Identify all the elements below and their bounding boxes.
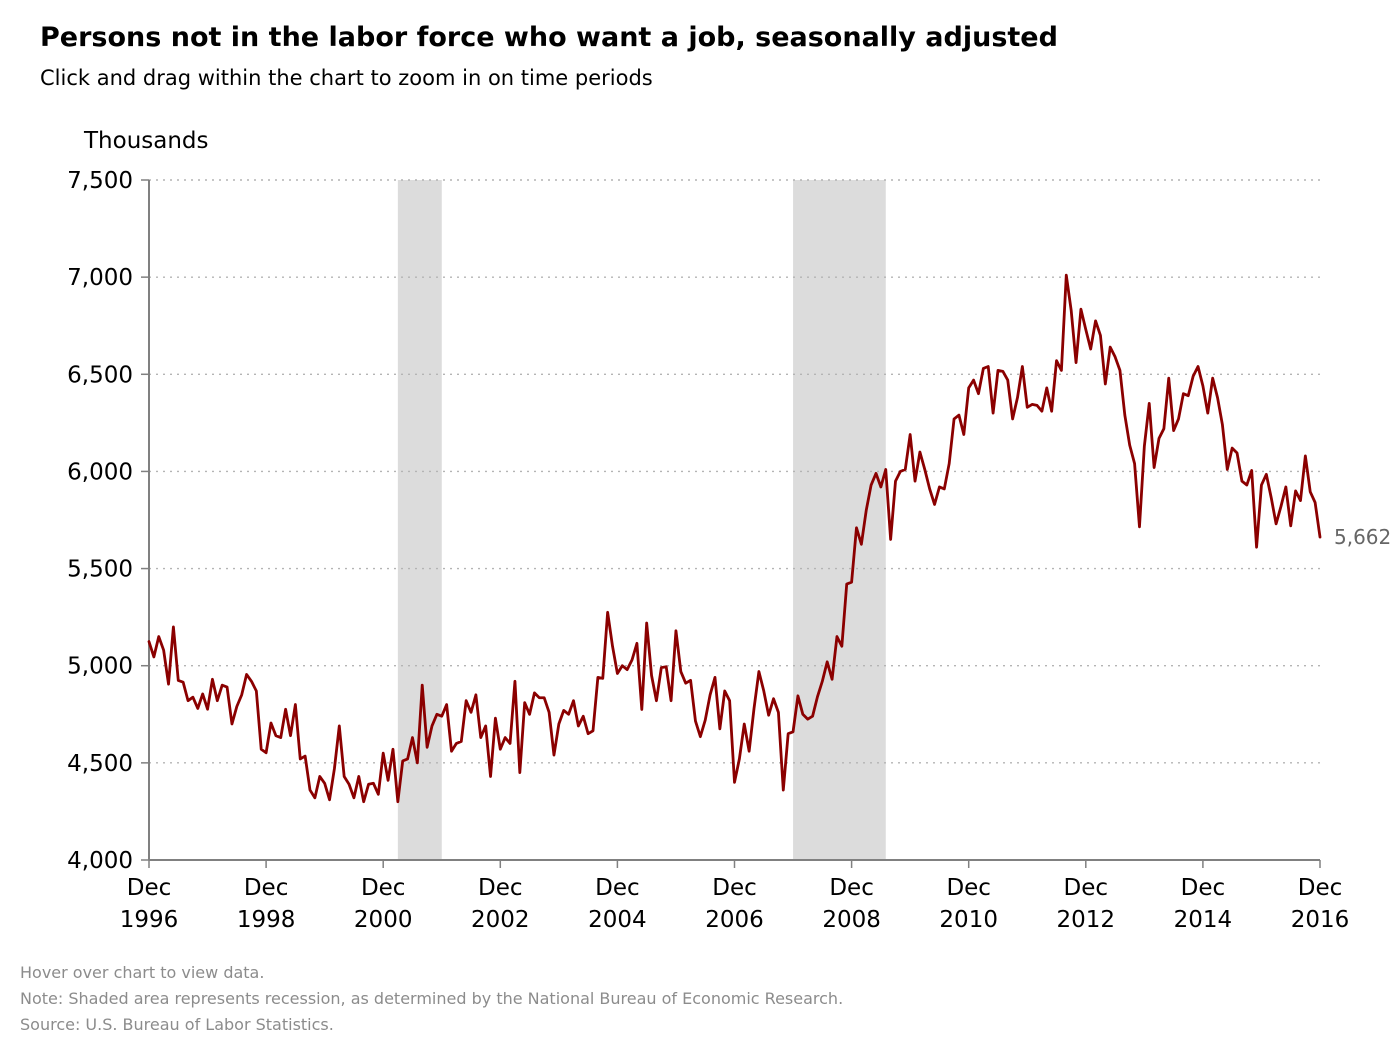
x-tick-label-year: 2016 — [1291, 907, 1350, 933]
x-tick-label-month: Dec — [829, 875, 874, 901]
x-tick-label-year: 2004 — [588, 907, 647, 933]
last-value-label: 5,662 — [1334, 525, 1391, 549]
y-tick-label: 6,500 — [67, 362, 133, 388]
recession-band — [397, 180, 442, 860]
y-tick-label: 5,500 — [67, 557, 133, 583]
chart-subtitle: Click and drag within the chart to zoom … — [40, 66, 653, 90]
y-axis-label: Thousands — [83, 128, 209, 154]
x-tick-label-month: Dec — [361, 875, 406, 901]
x-tick-label-month: Dec — [595, 875, 640, 901]
y-tick-label: 4,000 — [67, 848, 133, 874]
y-tick-label: 4,500 — [67, 751, 133, 777]
x-tick-label-month: Dec — [946, 875, 991, 901]
x-tick-label-year: 1998 — [237, 907, 296, 933]
x-tick-label-month: Dec — [478, 875, 523, 901]
x-tick-label-year: 2000 — [354, 907, 413, 933]
recession-band — [793, 180, 886, 860]
x-tick-label-month: Dec — [1181, 875, 1226, 901]
x-tick-label-year: 2006 — [705, 907, 764, 933]
y-tick-labels: 4,000 4,500 5,000 5,500 6,000 6,500 7,000 7,500 — [67, 168, 133, 874]
gridlines — [141, 179, 1320, 861]
hover-instruction: Hover over chart to view data. — [20, 963, 265, 982]
series-layer[interactable] — [147, 273, 1322, 804]
x-tick-label-year: 2010 — [939, 907, 998, 933]
recession-shading-layer — [397, 180, 886, 860]
x-tick-label-year: 2008 — [822, 907, 881, 933]
x-tick-label-month: Dec — [244, 875, 289, 901]
recession-note: Note: Shaded area represents recession, … — [20, 989, 844, 1008]
x-tick-label-month: Dec — [1064, 875, 1109, 901]
x-tick-label-year: 2014 — [1174, 907, 1233, 933]
x-tick-label-month: Dec — [712, 875, 757, 901]
y-tick-label: 6,000 — [67, 459, 133, 485]
x-tick-label-month: Dec — [1298, 875, 1343, 901]
y-tick-label: 5,000 — [67, 654, 133, 680]
line-chart[interactable]: 4,000 4,500 5,000 5,500 6,000 6,500 7,000 7,500… — [0, 0, 1400, 950]
x-tick-label-month: Dec — [127, 875, 172, 901]
axes — [148, 180, 1321, 868]
x-tick-label-year: 2002 — [471, 907, 530, 933]
chart-title: Persons not in the labor force who want … — [40, 22, 1058, 53]
source-note: Source: U.S. Bureau of Labor Statistics. — [20, 1015, 334, 1034]
y-tick-label: 7,500 — [67, 168, 133, 194]
x-tick-label-year: 1996 — [120, 907, 179, 933]
series-line[interactable] — [147, 273, 1322, 804]
x-tick-label-year: 2012 — [1057, 907, 1116, 933]
x-tick-labels: Dec 1996 Dec 1998 Dec 2000 Dec 2002 Dec 2004 Dec 20… — [120, 875, 1350, 933]
y-tick-label: 7,000 — [67, 265, 133, 291]
